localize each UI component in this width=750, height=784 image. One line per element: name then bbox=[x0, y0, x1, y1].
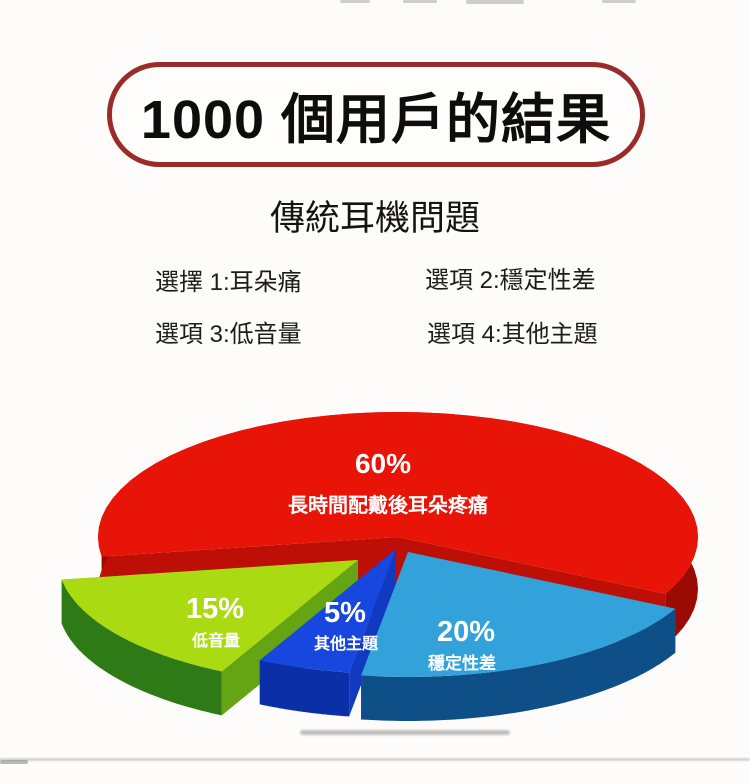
slice-low-volume-label: 低音量 bbox=[191, 633, 241, 650]
scan-artifact bbox=[0, 760, 28, 764]
option-1: 選擇 1:耳朵痛 bbox=[155, 269, 302, 296]
slice-other-topics-side bbox=[259, 660, 350, 717]
slice-other-topics-label: 其他主題 bbox=[313, 636, 379, 653]
slice-low-volume-side bbox=[61, 579, 222, 716]
slice-poor-stability-percent: 20% bbox=[436, 616, 496, 648]
title-pill: 1000 個用戶的結果 bbox=[107, 62, 645, 167]
slice-low-volume-top bbox=[61, 560, 358, 672]
scan-artifact bbox=[466, 0, 524, 4]
scan-artifact bbox=[403, 0, 437, 3]
page-title: 1000 個用戶的結果 bbox=[140, 90, 612, 150]
slice-low-volume-percent: 15% bbox=[185, 593, 245, 625]
slice-ear-pain-percent: 60% bbox=[354, 448, 412, 479]
scan-artifact bbox=[0, 758, 750, 761]
slice-poor-stability-side bbox=[361, 608, 676, 721]
option-3: 選項 3:低音量 bbox=[155, 321, 302, 348]
slice-poor-stability-label: 穩定性差 bbox=[428, 654, 496, 673]
scan-artifact bbox=[340, 0, 370, 3]
scan-artifact bbox=[602, 0, 636, 3]
slice-ear-pain-label: 長時間配戴後耳朵疼痛 bbox=[288, 495, 488, 517]
slice-ear-pain-wall bbox=[101, 537, 666, 646]
slice-ear-pain-top bbox=[98, 412, 698, 594]
slice-other-topics-top bbox=[259, 549, 396, 673]
option-2: 選項 2:穩定性差 bbox=[425, 267, 596, 294]
slice-other-topics-percent: 5% bbox=[324, 597, 366, 629]
scan-artifact bbox=[300, 730, 510, 735]
slice-poor-stability-top bbox=[361, 552, 676, 677]
chart-subtitle: 傳統耳機問題 bbox=[269, 199, 480, 238]
option-4: 選項 4:其他主題 bbox=[427, 321, 598, 348]
